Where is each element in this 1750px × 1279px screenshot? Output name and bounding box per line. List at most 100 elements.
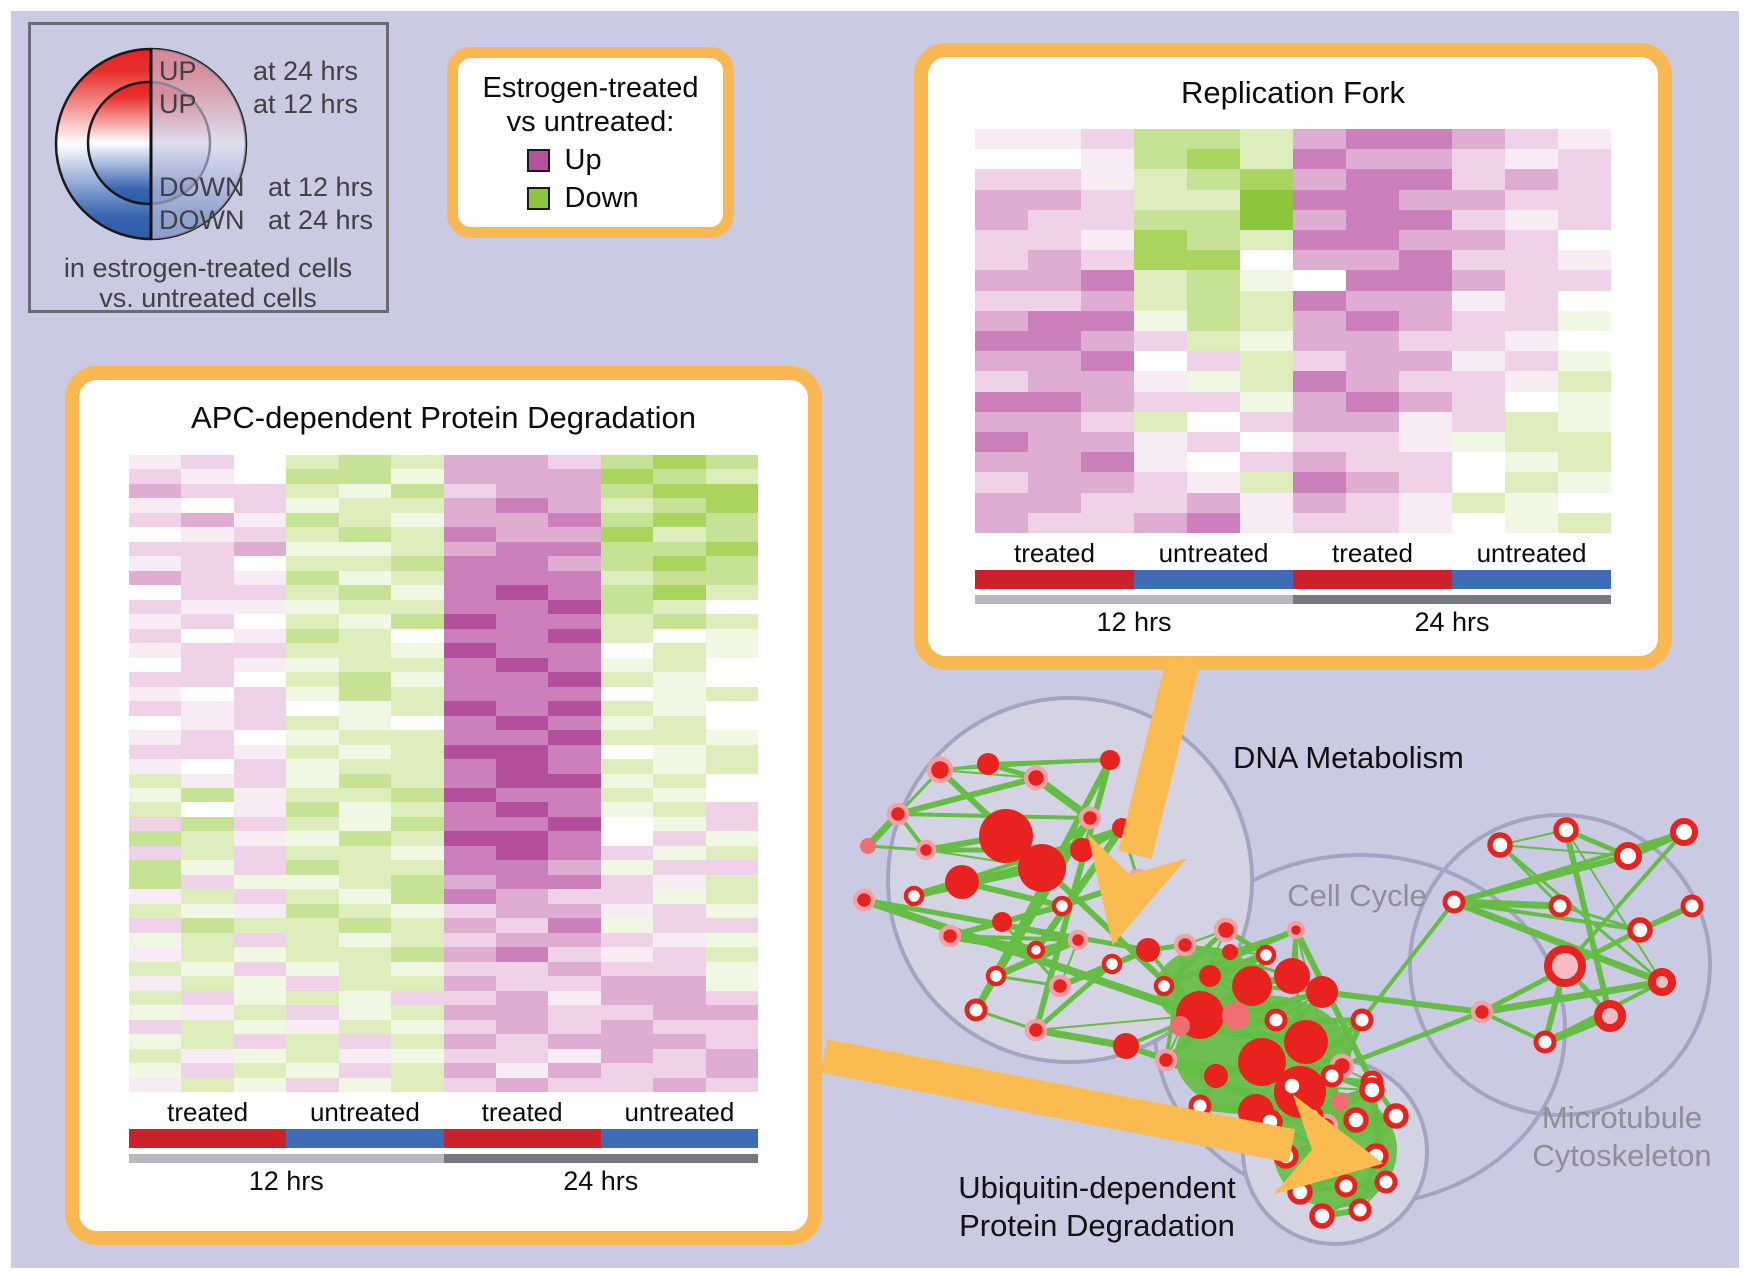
heatmap-cell: [975, 230, 1028, 251]
heatmap-cell: [600, 773, 654, 788]
heatmap-cell: [1293, 250, 1346, 271]
heatmap-cell: [181, 947, 234, 962]
heatmap-cell: [129, 570, 182, 586]
heatmap-cell: [286, 643, 339, 658]
heatmap-cell: [1134, 290, 1187, 311]
time-colorbar: [975, 595, 1611, 604]
heatmap-cell: [1399, 250, 1452, 271]
heatmap-cell: [391, 715, 444, 731]
heatmap-cell: [548, 802, 601, 817]
heatmap-cell: [1293, 512, 1346, 533]
heatmap-cell: [1505, 371, 1558, 392]
heatmap-cell: [495, 1048, 549, 1064]
heatmap-cell: [181, 628, 234, 644]
heatmap-cell: [391, 744, 444, 760]
heatmap-cell: [600, 990, 654, 1006]
heatmap-cell: [1505, 290, 1558, 311]
heatmap-cell: [391, 657, 444, 673]
heatmap-cell: [129, 744, 182, 760]
heatmap-cell: [1346, 209, 1399, 230]
heatmap-cell: [705, 512, 758, 528]
heatmap-cell: [391, 918, 444, 933]
heatmap-cell: [286, 730, 339, 745]
heatmap-cell: [233, 932, 287, 948]
heatmap-cell: [286, 469, 339, 484]
heatmap-cell: [1558, 169, 1611, 190]
heatmap-cell: [548, 860, 601, 875]
heatmap-cell: [548, 932, 601, 948]
heatmap-cell: [1452, 432, 1505, 453]
heatmap-cell: [1505, 452, 1558, 473]
heatmap-cell: [1505, 331, 1558, 352]
heatmap-cell: [233, 701, 287, 716]
heatmap-cell: [1558, 492, 1611, 513]
heatmap-cell: [1452, 230, 1505, 251]
heatmap-cell: [705, 599, 758, 615]
heatmap-cell: [600, 701, 654, 716]
heatmap-cell: [653, 483, 706, 499]
heatmap-cell: [1452, 189, 1505, 210]
heatmap-cell: [443, 1019, 496, 1035]
heatmap-cell: [1399, 472, 1452, 493]
heatmap-cell: [548, 1005, 601, 1020]
heatmap-cell: [600, 903, 654, 919]
heatmap-cell: [338, 918, 392, 933]
heatmap-cell: [233, 1019, 287, 1035]
heatmap-cell: [391, 831, 444, 846]
heatmap-cell: [495, 1063, 549, 1078]
heatmap-cell: [495, 918, 549, 933]
heatmap-cell: [233, 1063, 287, 1078]
heatmap-cell: [600, 455, 654, 470]
heatmap-cell: [653, 527, 706, 542]
condition-label: untreated: [1476, 538, 1587, 568]
heatmap-cell: [1240, 209, 1293, 230]
heatmap-cell: [705, 1034, 758, 1049]
heatmap-cell: [338, 614, 392, 629]
heatmap-cell: [338, 541, 392, 557]
heatmap-cell: [129, 903, 182, 919]
heatmap-cell: [233, 599, 287, 615]
heatmap-cell: [653, 657, 706, 673]
heatmap-cell: [181, 614, 234, 629]
heatmap-cell: [1028, 472, 1081, 493]
heatmap-cell: [1452, 310, 1505, 331]
heatmap-cell: [495, 657, 549, 673]
untreated-bar: [1134, 570, 1293, 589]
heatmap-cell: [286, 802, 339, 817]
heatmap-cell: [600, 469, 654, 484]
heatmap-cell: [495, 903, 549, 919]
heatmap-cell: [1187, 169, 1240, 190]
legend-dir-label: UP: [159, 56, 197, 86]
heatmap-cell: [391, 961, 444, 977]
heatmap-cell: [1028, 432, 1081, 453]
heatmap-cell: [653, 961, 706, 977]
heatmap-cell: [1134, 432, 1187, 453]
heatmap-cell: [705, 614, 758, 629]
heatmap-cell: [1399, 492, 1452, 513]
heatmap-cell: [1399, 149, 1452, 170]
heatmap-cell: [181, 1019, 234, 1035]
heatmap-cell: [1452, 492, 1505, 513]
heatmap-cell: [653, 903, 706, 919]
heatmap-cell: [1081, 209, 1134, 230]
heatmap-cell: [1399, 209, 1452, 230]
heatmap-cell: [129, 715, 182, 731]
heatmap-cell: [1452, 290, 1505, 311]
heatmap-cell: [338, 1063, 392, 1078]
heatmap-cell: [1452, 149, 1505, 170]
heatmap-cell: [495, 874, 549, 890]
heatmap-cell: [129, 643, 182, 658]
heatmap-cell: [1134, 512, 1187, 533]
heatmap-cell: [443, 845, 496, 861]
heatmap-cell: [129, 512, 182, 528]
heatmap-cell: [443, 831, 496, 846]
heatmap-cell: [338, 860, 392, 875]
comparison-legend-box: Estrogen-treated vs untreated: Up Down: [447, 47, 734, 238]
heatmap-cell: [1028, 351, 1081, 372]
heatmap-cell: [600, 643, 654, 658]
heatmap-cell: [548, 628, 601, 644]
heatmap-cell: [1505, 169, 1558, 190]
heatmap-cell: [1399, 411, 1452, 432]
heatmap-cell: [129, 961, 182, 977]
heatmap-cell: [600, 744, 654, 760]
